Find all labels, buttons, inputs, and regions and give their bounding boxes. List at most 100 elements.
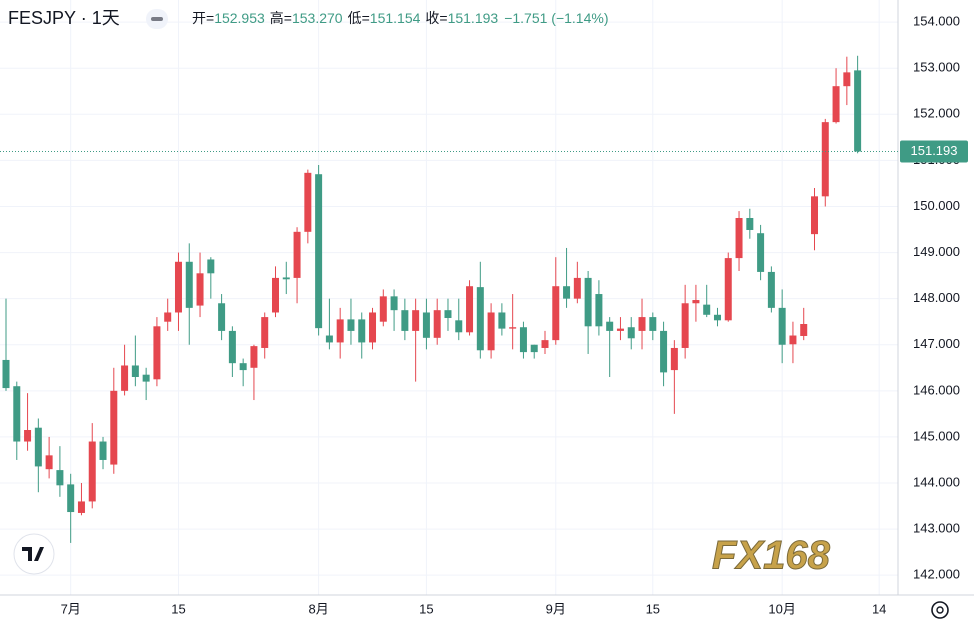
- candle-body: [487, 312, 495, 351]
- tradingview-logo: [13, 533, 55, 575]
- candle-body: [110, 390, 118, 465]
- candle-body: [843, 72, 851, 87]
- candle-body: [735, 217, 743, 259]
- ohlc-value: 152.953: [214, 10, 265, 26]
- candle-body: [563, 286, 571, 299]
- candle-body: [164, 312, 172, 322]
- header: FESJPY · 1天 开=152.953 高=153.270 低=151.154 收…: [8, 8, 608, 29]
- candle-body: [422, 312, 430, 338]
- candles: [2, 55, 862, 543]
- candle-body: [131, 365, 139, 378]
- y-tick-label: 153.000: [913, 60, 960, 75]
- gear-hub: [936, 606, 944, 614]
- candle-body: [261, 317, 269, 348]
- candle-body: [24, 430, 32, 442]
- ohlc-value: 153.270: [292, 10, 343, 26]
- y-tick-label: 146.000: [913, 382, 960, 397]
- candle-body: [56, 470, 64, 486]
- candle-body: [660, 330, 668, 373]
- candle-body: [541, 340, 549, 348]
- y-tick-label: 150.000: [913, 198, 960, 213]
- candle-body: [455, 320, 463, 333]
- x-tick-label: 14: [872, 601, 886, 616]
- y-tick-label: 147.000: [913, 336, 960, 351]
- candle-body: [821, 122, 829, 197]
- candle-body: [153, 326, 161, 380]
- candle-body: [746, 217, 754, 230]
- x-tick-label: 9月: [546, 601, 566, 616]
- settings-button[interactable]: [931, 601, 949, 619]
- candle-body: [476, 287, 484, 351]
- candle-body: [444, 310, 452, 319]
- candle-body: [595, 294, 603, 327]
- candle-body: [670, 347, 678, 371]
- candle-body: [519, 327, 527, 353]
- x-tick-label: 15: [171, 601, 185, 616]
- change: −1.751 (−1.14%): [504, 10, 608, 26]
- ohlc-label: 收=: [425, 10, 447, 26]
- y-tick-label: 149.000: [913, 244, 960, 259]
- candle-body: [530, 344, 538, 353]
- candle-body: [207, 259, 215, 274]
- candle-body: [293, 231, 301, 278]
- candle-body: [88, 441, 96, 502]
- toggle-icon: [151, 17, 163, 21]
- candle-body: [282, 277, 290, 280]
- candle-body: [34, 427, 42, 467]
- candle-body: [433, 310, 441, 338]
- candle-body: [196, 273, 204, 306]
- candle-body: [67, 484, 75, 513]
- ohlc-value: 151.154: [370, 10, 421, 26]
- candle-body: [573, 277, 581, 299]
- candle-body: [315, 174, 323, 329]
- ohlc-label: 开=: [192, 10, 214, 26]
- candle-body: [703, 304, 711, 315]
- x-tick-label: 7月: [61, 601, 81, 616]
- y-tick-label: 148.000: [913, 290, 960, 305]
- last-price-tag: [900, 140, 968, 163]
- candle-body: [358, 319, 366, 343]
- candle-body: [174, 261, 182, 313]
- watermark-layer: FX168: [712, 533, 832, 578]
- candle-body: [789, 335, 797, 345]
- candle-body: [757, 233, 765, 272]
- x-tick-label: 8月: [309, 601, 329, 616]
- candle-body: [304, 172, 312, 232]
- candle-body: [401, 310, 409, 331]
- y-tick-label: 145.000: [913, 428, 960, 443]
- candle-body: [854, 70, 862, 152]
- candle-body: [638, 317, 646, 331]
- candle-body: [185, 261, 193, 308]
- candle-body: [250, 346, 258, 368]
- candle-body: [681, 303, 689, 348]
- candle-body: [336, 319, 344, 343]
- candle-body: [466, 286, 474, 333]
- candle-body: [778, 307, 786, 345]
- gear-icon[interactable]: [931, 601, 949, 619]
- x-tick-label: 15: [646, 601, 660, 616]
- candle-body: [767, 271, 775, 308]
- last-price-label: 151.193: [911, 143, 958, 158]
- logo-glyph: [22, 547, 44, 561]
- logo-circle: [13, 533, 55, 575]
- candle-body: [412, 310, 420, 331]
- candle-body: [692, 300, 700, 304]
- y-tick-label: 143.000: [913, 521, 960, 536]
- ohlc-label: 低=: [348, 10, 370, 26]
- candle-body: [649, 317, 657, 331]
- candle-body: [811, 196, 818, 235]
- candle-body: [498, 312, 506, 329]
- candle-body: [369, 312, 377, 343]
- y-tick-label: 152.000: [913, 106, 960, 121]
- candle-body: [509, 327, 517, 329]
- y-tick-label: 142.000: [913, 567, 960, 582]
- candle-body: [272, 277, 279, 313]
- candle-body: [390, 296, 398, 311]
- candle-body: [832, 86, 840, 123]
- ohlc-label: 高=: [270, 10, 292, 26]
- x-tick-label: 10月: [768, 601, 795, 616]
- candle-body: [800, 324, 808, 336]
- candle-body: [325, 335, 333, 343]
- candle-body: [2, 359, 10, 389]
